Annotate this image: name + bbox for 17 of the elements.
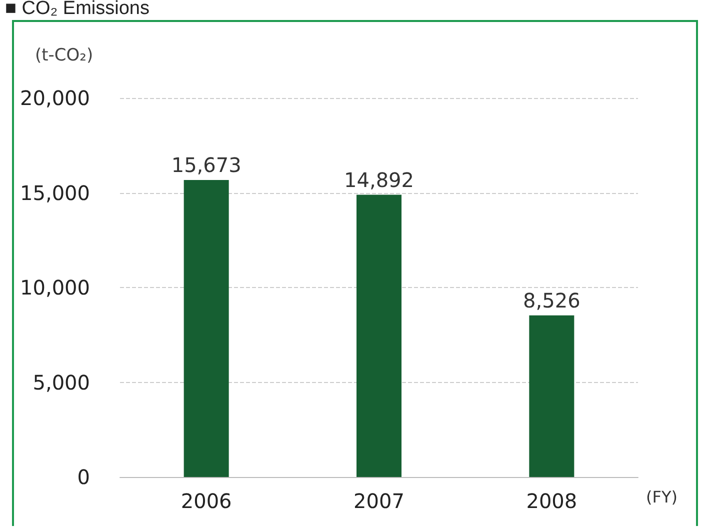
bar [529,315,574,477]
x-axis-title: (FY) [646,488,678,506]
bar [356,194,402,477]
data-label: 14,892 [344,168,414,192]
y-axis-title: (t-CO₂) [35,46,94,66]
x-tick-label: 2006 [180,489,232,513]
chart-title: ■ CO₂ Emissions [5,0,150,19]
data-label: 8,526 [523,288,580,312]
y-tick-label: 10,000 [20,276,90,300]
bar [184,180,229,477]
y-tick-label: 20,000 [20,86,90,110]
y-tick-label: 0 [77,465,90,489]
x-tick-label: 2007 [354,489,404,513]
data-label: 15,673 [171,152,242,177]
x-tick-label: 2008 [526,489,578,513]
y-tick-label: 15,000 [20,180,90,205]
y-tick-label: 5,000 [32,370,90,394]
